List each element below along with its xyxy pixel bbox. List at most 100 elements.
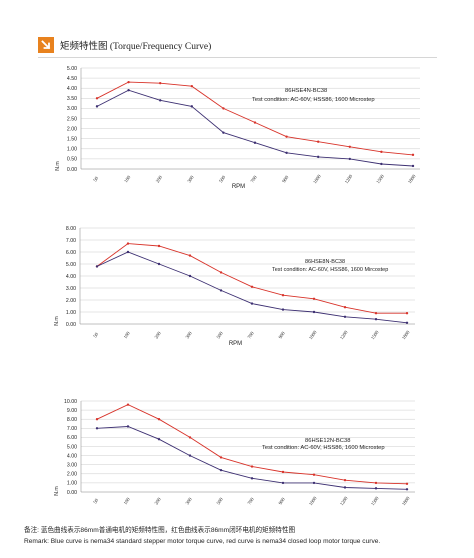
x-tick-label: 1500 — [371, 496, 381, 507]
y-tick-label: 6.00 — [67, 435, 77, 441]
data-point-blue — [219, 289, 223, 292]
data-point-blue — [405, 321, 409, 324]
data-point-blue — [411, 164, 415, 168]
x-tick-label: 300 — [185, 331, 194, 340]
data-point-red — [157, 418, 161, 421]
data-point-blue — [157, 262, 161, 266]
x-tick-label: 900 — [278, 331, 287, 340]
series-line-blue — [96, 426, 408, 490]
torque-chart-3: 10.00 9.00 8.00 7.00 6.00 5.00 4.00 3.00 2.00 1.0… — [54, 399, 415, 507]
y-axis-label: N.m — [54, 316, 60, 326]
data-point-red — [343, 478, 347, 482]
y-tick-label: 1.00 — [67, 481, 77, 487]
x-tick-label: 900 — [282, 175, 291, 184]
data-point-blue — [126, 250, 130, 254]
y-tick-label: 8.00 — [66, 226, 76, 232]
test-condition-label: Test condition: AC-60V, HSS86, 1600 Micr… — [262, 445, 385, 451]
y-tick-label: 5.00 — [66, 262, 76, 268]
data-point-blue — [312, 481, 316, 485]
y-tick-label: 3.50 — [67, 96, 77, 102]
x-tick-label: 1500 — [376, 174, 386, 185]
x-axis-label: RPM — [229, 341, 242, 347]
data-point-blue — [157, 438, 161, 441]
x-tick-label: 300 — [185, 497, 194, 506]
data-point-red — [159, 81, 162, 85]
data-point-red — [95, 97, 99, 100]
data-point-blue — [380, 162, 383, 166]
data-point-red — [219, 271, 223, 274]
remarks: 备注: 蓝色曲线表示86mm普通电机的矩频特性图，红色曲线表示86mm闭环电机的… — [24, 525, 380, 547]
data-point-red — [188, 254, 192, 257]
x-tick-label: 300 — [187, 175, 196, 184]
x-tick-label: 500 — [216, 497, 225, 506]
x-tick-label: 100 — [123, 331, 132, 340]
data-point-red — [285, 135, 288, 138]
x-tick-label: 700 — [250, 175, 259, 184]
data-point-red — [253, 121, 257, 124]
data-point-red — [126, 242, 130, 245]
data-point-blue — [250, 477, 254, 480]
y-tick-label: 3.00 — [67, 106, 77, 112]
data-point-blue — [250, 302, 254, 305]
data-point-blue — [285, 151, 288, 155]
test-condition-label: Test condition: AC-60V, HSS86, 1600 Micr… — [252, 97, 375, 103]
data-point-blue — [95, 105, 99, 108]
y-axis-label: N.m — [54, 486, 60, 496]
data-point-red — [348, 145, 351, 148]
x-axis-label: RPM — [232, 184, 245, 190]
data-point-red — [219, 456, 223, 459]
y-tick-label: 2.00 — [67, 126, 77, 132]
data-point-blue — [281, 308, 285, 311]
data-point-red — [374, 312, 378, 315]
x-tick-label: 700 — [247, 497, 256, 506]
x-tick-label: 1800 — [402, 496, 412, 507]
data-point-blue — [374, 318, 378, 321]
data-point-red — [411, 153, 415, 157]
remark-en: Remark: Blue curve is nema34 standard st… — [24, 538, 381, 545]
data-point-red — [405, 482, 409, 486]
data-point-blue — [95, 265, 99, 268]
data-point-red — [222, 107, 225, 110]
y-tick-label: 7.00 — [66, 238, 76, 244]
y-tick-label: 1.50 — [67, 137, 77, 143]
data-point-red — [374, 481, 378, 485]
y-tick-label: 0.50 — [67, 157, 77, 163]
data-point-blue — [219, 468, 223, 472]
x-tick-label: 100 — [123, 497, 132, 506]
data-point-red — [126, 403, 130, 406]
y-tick-label: 4.00 — [67, 453, 77, 459]
data-point-blue — [188, 454, 192, 457]
x-tick-label: 1200 — [345, 174, 355, 185]
x-tick-label: 1800 — [402, 330, 412, 341]
data-point-red — [157, 244, 161, 248]
x-tick-label: 200 — [154, 497, 163, 506]
x-tick-label: 50 — [93, 332, 100, 339]
y-tick-label: 1.00 — [67, 147, 77, 153]
data-point-blue — [127, 89, 130, 92]
torque-chart-2: 8.00 7.00 6.00 5.00 4.00 3.00 2.00 1.00 0.00 50 10… — [54, 226, 415, 347]
data-point-red — [380, 150, 383, 154]
model-label: 86HSE12N-BC38 — [305, 438, 350, 444]
data-point-blue — [374, 487, 378, 490]
y-tick-label: 7.00 — [67, 426, 77, 432]
x-tick-label: 50 — [93, 498, 100, 505]
page-title: 矩频特性图 (Torque/Frequency Curve) — [60, 42, 212, 52]
x-tick-label: 1800 — [408, 174, 418, 185]
data-point-red — [188, 436, 192, 439]
x-tick-label: 1000 — [309, 496, 319, 507]
data-point-red — [343, 306, 347, 309]
x-tick-label: 1200 — [340, 330, 350, 341]
x-tick-label: 50 — [93, 176, 100, 183]
data-point-red — [250, 465, 254, 468]
data-point-blue — [95, 427, 99, 430]
arrow-down-right-icon — [38, 37, 54, 53]
x-tick-label: 1000 — [309, 330, 319, 341]
y-tick-label: 2.50 — [67, 116, 77, 122]
data-point-blue — [312, 310, 316, 314]
model-label: 86HSE8N-BC38 — [305, 259, 345, 265]
model-label: 86HSE4N-BC38 — [285, 88, 327, 94]
data-point-red — [281, 470, 285, 474]
x-tick-label: 500 — [216, 331, 225, 340]
y-axis-label: N.m — [55, 161, 61, 171]
y-tick-label: 5.00 — [67, 444, 77, 450]
